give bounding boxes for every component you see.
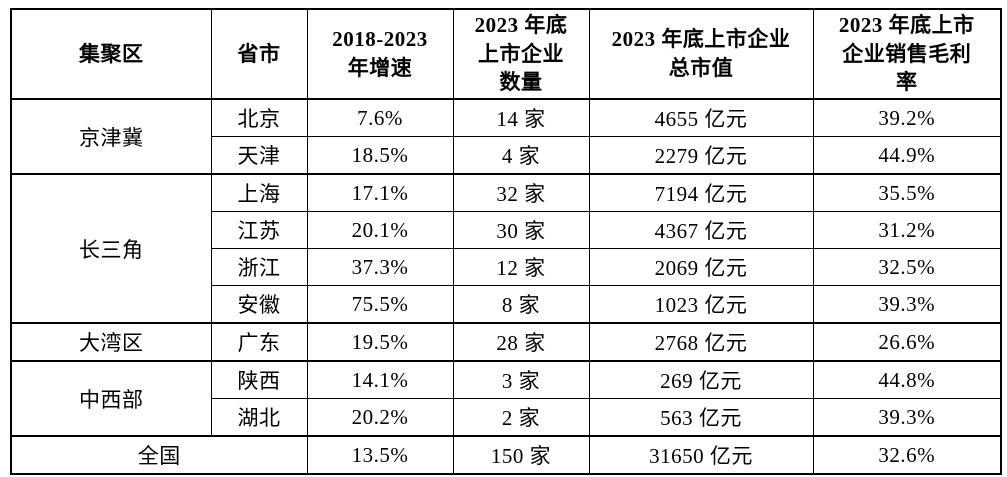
market-cap-cell: 7194 亿元 (588, 173, 814, 212)
count-cell: 12 家 (452, 248, 590, 286)
table-row: 湖北 20.2% 2 家 563 亿元 39.3% (11, 398, 1002, 437)
growth-cell: 14.1% (306, 360, 454, 399)
market-cap-cell: 4655 亿元 (588, 98, 814, 137)
growth-cell: 18.5% (306, 136, 454, 175)
margin-cell: 44.9% (812, 136, 1002, 175)
header-cell-region: 集聚区 (10, 8, 212, 100)
margin-cell: 39.3% (812, 398, 1002, 437)
margin-cell: 39.2% (812, 98, 1002, 137)
margin-cell: 32.6% (812, 435, 1002, 475)
province-cell: 湖北 (210, 398, 308, 437)
header-cell-count: 2023 年底 上市企业 数量 (452, 8, 590, 100)
header-cell-margin: 2023 年底上市 企业销售毛利 率 (812, 8, 1002, 100)
table-row: 江苏 20.1% 30 家 4367 亿元 31.2% (11, 211, 1002, 249)
market-cap-cell: 1023 亿元 (588, 285, 814, 324)
growth-cell: 20.2% (306, 398, 454, 437)
table-row: 浙江 37.3% 12 家 2069 亿元 32.5% (11, 248, 1002, 286)
total-row: 全国 13.5% 150 家 31650 亿元 32.6% (10, 435, 1002, 475)
region-cell: 中西部 (10, 360, 212, 437)
market-cap-cell: 563 亿元 (588, 398, 814, 437)
region-cell: 大湾区 (10, 322, 212, 362)
header-cell-market-cap: 2023 年底上市企业 总市值 (588, 8, 814, 100)
growth-cell: 19.5% (306, 322, 454, 362)
margin-cell: 44.8% (812, 360, 1002, 399)
count-cell: 150 家 (452, 435, 590, 475)
province-cell: 陕西 (210, 360, 308, 399)
growth-cell: 13.5% (306, 435, 454, 475)
region-cell: 京津冀 (10, 98, 212, 175)
region-cell: 长三角 (10, 173, 212, 324)
province-cell: 上海 (210, 173, 308, 212)
province-cell: 江苏 (210, 211, 308, 249)
total-label-cell: 全国 (10, 435, 308, 475)
margin-cell: 32.5% (812, 248, 1002, 286)
growth-cell: 37.3% (306, 248, 454, 286)
table-row: 京津冀 北京 7.6% 14 家 4655 亿元 39.2% (10, 98, 1002, 175)
header-row: 集聚区 省市 2018-2023 年增速 2023 年底 上市企业 数量 202… (10, 8, 1002, 100)
table-row: 长三角 上海 17.1% 32 家 7194 亿元 35.5% (10, 173, 1002, 324)
market-cap-cell: 2279 亿元 (588, 136, 814, 175)
province-cell: 北京 (210, 98, 308, 137)
count-cell: 32 家 (452, 173, 590, 212)
count-cell: 2 家 (452, 398, 590, 437)
growth-cell: 20.1% (306, 211, 454, 249)
province-cell: 天津 (210, 136, 308, 175)
count-cell: 30 家 (452, 211, 590, 249)
growth-cell: 75.5% (306, 285, 454, 324)
market-cap-cell: 2768 亿元 (588, 322, 814, 362)
margin-cell: 26.6% (812, 322, 1002, 362)
growth-cell: 17.1% (306, 173, 454, 212)
market-cap-cell: 269 亿元 (588, 360, 814, 399)
table-row: 大湾区 广东 19.5% 28 家 2768 亿元 26.6% (10, 322, 1002, 362)
count-cell: 14 家 (452, 98, 590, 137)
margin-cell: 31.2% (812, 211, 1002, 249)
province-cell: 安徽 (210, 285, 308, 324)
cluster-listed-companies-table: 集聚区 省市 2018-2023 年增速 2023 年底 上市企业 数量 202… (10, 8, 1002, 475)
table-row: 中西部 陕西 14.1% 3 家 269 亿元 44.8% (10, 360, 1002, 437)
province-cell: 广东 (210, 322, 308, 362)
margin-cell: 39.3% (812, 285, 1002, 324)
market-cap-cell: 31650 亿元 (588, 435, 814, 475)
table-row: 安徽 75.5% 8 家 1023 亿元 39.3% (11, 285, 1002, 324)
count-cell: 4 家 (452, 136, 590, 175)
header-cell-province: 省市 (210, 8, 308, 100)
header-cell-growth: 2018-2023 年增速 (306, 8, 454, 100)
market-cap-cell: 2069 亿元 (588, 248, 814, 286)
count-cell: 8 家 (452, 285, 590, 324)
margin-cell: 35.5% (812, 173, 1002, 212)
province-cell: 浙江 (210, 248, 308, 286)
count-cell: 3 家 (452, 360, 590, 399)
growth-cell: 7.6% (306, 98, 454, 137)
market-cap-cell: 4367 亿元 (588, 211, 814, 249)
count-cell: 28 家 (452, 322, 590, 362)
